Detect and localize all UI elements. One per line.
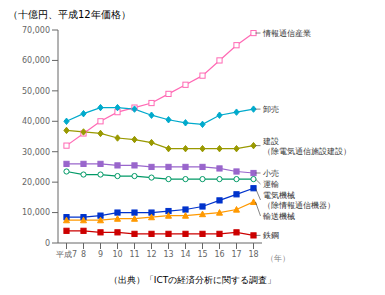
svg-text:15: 15 [197,250,207,259]
svg-text:14: 14 [180,250,190,259]
svg-text:20,000: 20,000 [22,178,50,187]
svg-text:10,000: 10,000 [22,208,50,217]
svg-text:12: 12 [146,250,156,259]
svg-text:建設（除電気通信施設建設）: 建設（除電気通信施設建設） [262,136,351,155]
svg-text:10: 10 [112,250,122,259]
svg-text:輸送機械: 輸送機械 [263,212,295,221]
html-text:（出典）「ICTの経済分析に関する調査」: （出典）「ICTの経済分析に関する調査」 [108,275,277,285]
svg-text:9: 9 [98,250,103,259]
svg-text:16: 16 [214,250,224,259]
svg-text:鉄鋼: 鉄鋼 [263,231,279,240]
svg-text:8: 8 [81,250,86,259]
svg-text:30,000: 30,000 [22,148,50,157]
svg-text:17: 17 [231,250,241,259]
svg-text:70,000: 70,000 [22,26,50,35]
svg-text:卸売: 卸売 [263,105,279,114]
svg-text:（年）: （年） [266,254,290,263]
svg-text:0: 0 [45,239,50,248]
svg-text:18: 18 [248,250,258,259]
svg-text:電気機械（除情報通信機器）: 電気機械（除情報通信機器） [263,191,335,210]
svg-text:運輸: 運輸 [263,180,279,189]
svg-text:60,000: 60,000 [22,56,50,65]
svg-text:小売: 小売 [263,169,279,178]
svg-text:平成7: 平成7 [56,250,77,259]
svg-text:40,000: 40,000 [22,117,50,126]
svg-text:情報通信産業: 情報通信産業 [262,29,311,38]
svg-text:11: 11 [129,250,139,259]
svg-text:13: 13 [163,250,173,259]
svg-text:50,000: 50,000 [22,87,50,96]
html-text:（十億円、平成12年価格）: （十億円、平成12年価格） [8,9,131,20]
